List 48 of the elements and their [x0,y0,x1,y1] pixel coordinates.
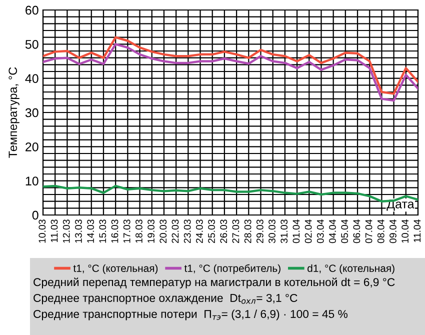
text: Средний перепад температур на магистрали в котельной dt = 6,9 °C [34,278,395,288]
legend-label: t1, °C (потребитель) [184,264,280,274]
text: Средние транспортные потери П$_{тэ}$= (3,1 / 6,9) · 100 = 45 % [34,310,348,320]
x-tick-label: 11.03 [50,220,58,242]
x-tick-label: 18.03 [136,220,142,243]
y-tick-label: 20 [26,142,38,152]
x-tick-label: 28.03 [244,220,252,244]
x-tick-label: 04.04 [329,219,336,244]
x-tick-label: 14.03 [87,220,94,243]
x-tick-label: 10.04 [402,219,409,243]
x-tick-label: 23.03 [184,220,191,244]
y-tick-label: 30 [25,108,38,118]
x-tick-label: 25.03 [208,220,215,244]
x-tick-label: 03.04 [316,219,324,244]
x-tick-label: 20.03 [160,220,167,244]
x-tick-label: 30.03 [268,220,276,244]
x-tick-label: 17.03 [123,220,130,243]
y-tick-label: 50 [25,40,38,49]
x-tick-label: 01.04 [292,219,300,244]
x-tick-label: 24.03 [196,220,203,244]
x-tick-label: 26.03 [220,220,228,244]
x-tick-label: 07.04 [365,219,372,244]
x-tick-label: 08.04 [377,219,384,244]
x-tick-label: 13.03 [75,220,82,243]
x-tick-label: 27.03 [232,220,240,244]
x-tick-label: 10.03 [38,220,46,243]
x-tick-label: 09.04 [390,219,396,244]
x-tick-label: 11.04 [414,219,421,242]
y-tick-label: 0 [32,210,38,220]
line-series [43,43,418,102]
x-tick-label: 15.03 [99,220,106,243]
x-tick-label: 29.03 [256,220,264,244]
legend-label: d1, °C (котельная) [308,264,394,274]
x-tick-label: 02.04 [304,219,312,244]
x-tick-label: 12.03 [62,220,70,243]
x-tick-label: 22.03 [172,220,179,244]
text: Среднее транспортное охлаждение Dt$_{охл}$= 3,1 °C [34,294,298,304]
y-tick-label: 10 [26,176,38,186]
y-tick-label: 40 [25,74,38,83]
x-tick-label: 05.04 [341,219,348,244]
legend-label: t1, °C (котельная) [73,264,158,274]
x-tick-label: 19.03 [148,220,154,243]
x-tick-label: 31.03 [280,220,288,244]
x-tick-label: 16.03 [111,220,118,243]
x-tick-label: 06.04 [353,219,360,244]
y-tick-label: 60 [26,6,38,15]
line-series [43,36,418,95]
y-axis-title: Температура, °C [8,67,20,158]
